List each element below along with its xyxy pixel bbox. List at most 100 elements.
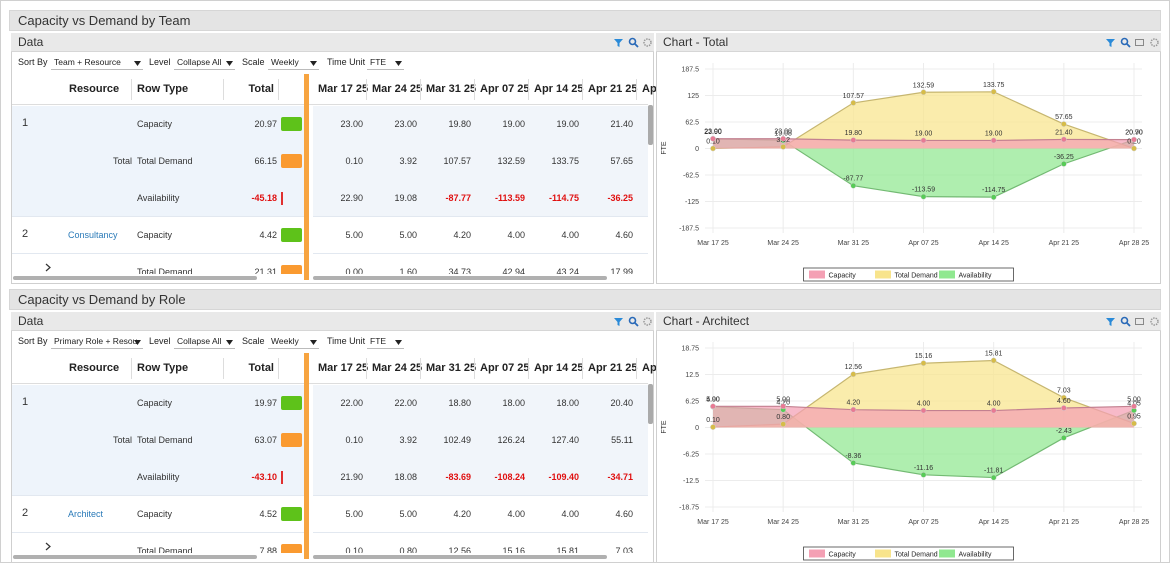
week-value: 5.00 (345, 509, 363, 519)
dropdown[interactable]: Team + Resource (51, 55, 143, 70)
dropdown[interactable]: FTE (367, 55, 404, 70)
data-point (920, 471, 927, 478)
panel-title: Data (18, 314, 44, 328)
total-indicator (281, 265, 302, 274)
dropdown[interactable]: Collapse All (174, 334, 235, 349)
dropdown[interactable]: Collapse All (174, 55, 235, 70)
panel-icon[interactable] (1134, 37, 1145, 48)
horizontal-scrollbar[interactable] (313, 555, 607, 559)
pane-splitter[interactable] (304, 353, 309, 559)
y-tick-label: -187.5 (679, 226, 699, 233)
row-weeks-bg (313, 217, 648, 254)
total-indicator (281, 507, 302, 521)
column-divider (131, 358, 132, 379)
panel-icon[interactable] (1149, 37, 1160, 48)
panel-icon[interactable] (628, 37, 639, 48)
panel-title: Chart - Total (663, 35, 729, 49)
week-value: 22.90 (340, 193, 363, 203)
x-tick-label: Mar 24 25 (767, 240, 799, 247)
data-point (710, 424, 716, 430)
data-label: -87.77 (843, 176, 863, 183)
y-tick-label: -18.75 (679, 505, 699, 512)
panel-icon[interactable] (642, 37, 653, 48)
week-value: 18.08 (394, 472, 417, 482)
column-header: Apr 07 25 (480, 83, 530, 95)
column-header: Row Type (137, 83, 189, 95)
dropdown-caret (134, 340, 141, 345)
expand-toggle[interactable] (44, 542, 52, 551)
row-total: 63.07 (254, 435, 277, 445)
week-value: 12.56 (448, 546, 471, 553)
area-fill (713, 138, 1134, 198)
dropdown[interactable]: Weekly (268, 55, 319, 70)
x-tick-label: Apr 14 25 (978, 519, 1008, 526)
dropdown[interactable]: Primary Role + Resou (51, 334, 143, 349)
data-label: 19.00 (915, 130, 933, 137)
row-frozen-bg (12, 217, 304, 254)
column-divider (528, 79, 529, 100)
panel-icon[interactable] (613, 316, 624, 327)
total-indicator (281, 544, 302, 553)
data-label: 107.57 (843, 93, 865, 100)
column-header: Ap (642, 362, 657, 374)
area-fill (713, 406, 1134, 478)
panel-title: Chart - Architect (663, 314, 750, 328)
resource-link[interactable]: Consultancy (68, 230, 118, 240)
resource-link[interactable]: Architect (68, 509, 104, 519)
panel-icon[interactable] (1105, 37, 1116, 48)
week-value: 4.60 (615, 509, 633, 519)
y-tick-label: 6.25 (685, 399, 699, 406)
total-indicator (281, 154, 302, 168)
data-label: -11.16 (914, 465, 933, 472)
row-weeks-bg (313, 180, 648, 217)
panel-icon[interactable] (628, 316, 639, 327)
legend-swatch (939, 270, 955, 279)
data-point (850, 182, 857, 189)
week-value: 42.94 (502, 267, 525, 274)
panel-header (11, 312, 654, 331)
week-value: 0.80 (399, 546, 417, 553)
data-point (990, 474, 997, 481)
pane-splitter[interactable] (304, 74, 309, 280)
column-header: Apr 07 25 (480, 362, 530, 374)
dropdown[interactable]: Weekly (268, 334, 319, 349)
column-header: Row Type (137, 362, 189, 374)
week-value: 19.80 (448, 119, 471, 129)
data-point (850, 137, 857, 143)
panel-icon[interactable] (642, 316, 653, 327)
column-header: Apr 14 25 (534, 83, 584, 95)
data-point (1060, 161, 1067, 167)
panel-icon[interactable] (1134, 316, 1145, 327)
dropdown[interactable]: FTE (367, 334, 404, 349)
data-label: 20.90 (1125, 130, 1143, 137)
row-weeks-bg (313, 422, 648, 459)
row-frozen-bg (12, 143, 304, 180)
row-index: 1 (22, 117, 29, 129)
vertical-scrollbar[interactable] (648, 105, 653, 145)
table-header (12, 74, 648, 105)
data-label: 132.59 (913, 82, 935, 89)
data-label: 133.75 (983, 82, 1005, 89)
data-label: 57.65 (1055, 114, 1073, 121)
week-value: 3.92 (399, 156, 417, 166)
panel-icon[interactable] (1149, 316, 1160, 327)
week-value: 43.24 (556, 267, 579, 274)
week-value: 15.16 (502, 546, 525, 553)
horizontal-scrollbar[interactable] (13, 555, 257, 559)
horizontal-scrollbar[interactable] (13, 276, 257, 280)
data-point (920, 407, 927, 414)
panel-icon[interactable] (613, 37, 624, 48)
vertical-scrollbar[interactable] (648, 384, 653, 424)
panel-icon[interactable] (1105, 316, 1116, 327)
expand-toggle[interactable] (44, 263, 52, 272)
toolbar-label: Sort By (18, 57, 48, 67)
panel-icon[interactable] (1120, 316, 1131, 327)
data-point (850, 406, 857, 413)
panel-icon[interactable] (1120, 37, 1131, 48)
horizontal-scrollbar[interactable] (313, 276, 607, 280)
column-header: Mar 17 25 (318, 362, 369, 374)
y-tick-label: 18.75 (681, 346, 699, 353)
week-value: 15.81 (556, 546, 579, 553)
x-tick-label: Apr 07 25 (908, 240, 938, 247)
column-header: Ap (642, 83, 657, 95)
